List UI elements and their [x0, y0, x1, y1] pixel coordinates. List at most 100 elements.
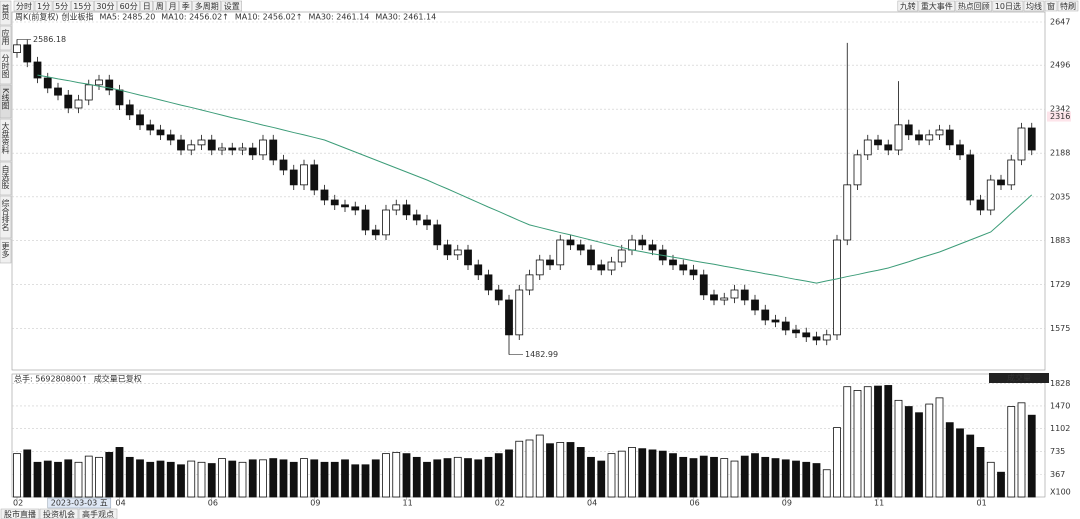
sidebar-tab[interactable]: 更多 — [1, 242, 10, 259]
volume-bar — [874, 385, 882, 498]
candle-body — [587, 249, 595, 266]
ma-line — [37, 74, 1033, 284]
candle-body — [669, 259, 677, 266]
candle-body — [843, 184, 852, 241]
toolbar-button[interactable]: 60分 — [120, 2, 138, 11]
volume-bar — [535, 434, 544, 498]
volume-bar — [464, 458, 472, 498]
candle-body — [33, 61, 42, 79]
candle-body — [689, 269, 698, 276]
volume-bar — [484, 456, 493, 498]
volume-bar — [751, 453, 759, 498]
volume-bar — [84, 455, 93, 498]
volume-bar — [587, 456, 595, 498]
volume-bar — [730, 460, 739, 498]
volume-bar — [207, 463, 216, 498]
y-tick-label: 367 — [1050, 470, 1065, 479]
x-tick-label: 01 — [977, 499, 987, 508]
toolbar-button-box — [1057, 0, 1079, 12]
volume-bar — [341, 459, 349, 498]
volume-bar — [259, 459, 267, 498]
candle-body — [494, 289, 503, 301]
toolbar-button[interactable]: 均线 — [1026, 1, 1042, 11]
candle-body — [443, 244, 452, 256]
candle-body — [679, 264, 688, 271]
y-tick-label: 1102 — [1050, 424, 1070, 433]
sidebar-tab[interactable]: 分时图 — [1, 54, 10, 79]
volume-bar — [740, 455, 749, 498]
toolbar-button[interactable]: 周 — [156, 2, 164, 11]
candle-body — [228, 147, 237, 151]
volume-bar — [474, 459, 483, 498]
sidebar-tab[interactable]: 应用 — [1, 28, 10, 46]
toolbar-button-box — [992, 0, 1024, 12]
toolbar-button[interactable]: 九转 — [900, 1, 916, 11]
volume-bar — [54, 461, 62, 498]
toolbar-button[interactable]: 多周期 — [195, 1, 219, 11]
y-tick-label: 2035 — [1050, 192, 1070, 201]
candle-body — [730, 289, 739, 299]
candle-body — [371, 229, 380, 236]
candle-body — [146, 124, 155, 131]
candle-body — [925, 134, 934, 141]
candle-body — [863, 139, 872, 156]
candle-body — [248, 147, 257, 156]
bottom-tab-box — [0, 508, 40, 519]
sidebar-tab[interactable]: K线图 — [1, 88, 10, 110]
toolbar-button[interactable]: 10日选 — [995, 1, 1021, 11]
toolbar-button[interactable]: 特刷 — [1060, 1, 1076, 11]
sidebar-tab[interactable]: 综合排名 — [1, 198, 10, 232]
volume-bar — [412, 456, 421, 498]
toolbar-button[interactable]: 30分 — [96, 2, 114, 11]
volume-bar — [392, 451, 401, 498]
candle-body — [382, 209, 390, 236]
volume-bar — [669, 453, 677, 498]
toolbar-button-box — [52, 0, 71, 12]
sidebar-tab-box — [0, 195, 12, 239]
toolbar-button[interactable]: 重大事件 — [921, 1, 953, 11]
candle-body — [935, 129, 944, 136]
volume-bar — [177, 464, 185, 498]
panel-selector-box[interactable] — [989, 373, 1049, 383]
toolbar-button[interactable]: 分时 — [16, 1, 32, 11]
toolbar-button[interactable]: 设置 — [224, 1, 240, 11]
candle-body — [515, 289, 524, 336]
sidebar-tab-box — [0, 50, 12, 85]
candle-body — [279, 159, 288, 171]
candle-body — [259, 139, 267, 156]
bottom-tab[interactable]: 投资机会 — [43, 509, 75, 519]
candle-body — [822, 334, 831, 341]
volume-bar — [648, 449, 657, 498]
candle-body — [525, 274, 534, 291]
x-tick-label: 09 — [782, 499, 792, 508]
volume-bar — [125, 456, 134, 498]
panel-selector[interactable]: 成交量 — [1007, 373, 1031, 383]
candle-body — [238, 147, 247, 151]
toolbar-button[interactable]: 15分 — [73, 2, 91, 11]
cursor-date: 2023-03-03 五 — [51, 499, 108, 508]
bottom-tab[interactable]: 高手观点 — [82, 509, 114, 519]
candle-body — [986, 179, 995, 211]
toolbar-button[interactable]: 季 — [182, 1, 190, 11]
toolbar-button[interactable]: 1分 — [37, 2, 50, 11]
legend-entry: MA5: 2485.20 — [100, 13, 156, 22]
candle-body — [535, 259, 544, 276]
toolbar-button[interactable]: 5分 — [55, 2, 68, 11]
toolbar-button[interactable]: 窗 — [1047, 1, 1055, 11]
toolbar-button[interactable]: 月 — [169, 2, 177, 11]
candle-body — [177, 139, 185, 151]
toolbar-button-box — [166, 0, 179, 12]
volume-bar — [802, 461, 811, 498]
x-tick-label: 09 — [310, 499, 320, 508]
chart-title: 周K(前复权) — [15, 12, 59, 22]
sidebar-tab[interactable]: 自选股 — [1, 164, 10, 190]
bottom-tab[interactable]: 股市直播 — [4, 509, 36, 519]
candle-body — [966, 154, 975, 201]
sidebar-tab[interactable]: 大盘资料 — [1, 121, 10, 155]
y-tick-label: 2342 — [1050, 105, 1070, 114]
toolbar-button[interactable]: 热点回顾 — [958, 1, 990, 11]
toolbar-button[interactable]: 日 — [143, 2, 151, 11]
sidebar-tab[interactable]: 首页 — [1, 3, 10, 21]
volume-bar — [915, 412, 923, 498]
